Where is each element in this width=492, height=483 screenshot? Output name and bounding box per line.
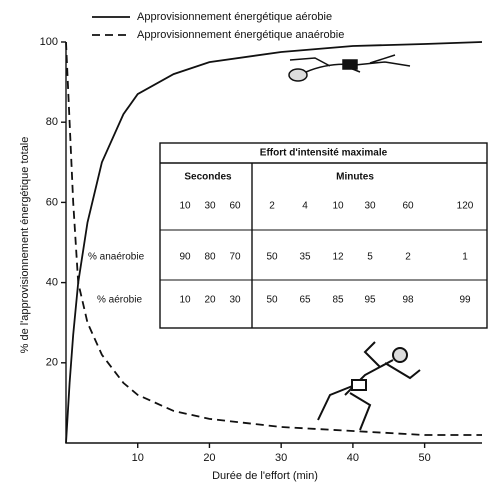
table-cell: 30	[229, 295, 241, 306]
x-tick-label: 50	[418, 452, 430, 464]
table-time: 10	[179, 201, 191, 212]
table-time: 60	[402, 201, 414, 212]
table-title: Effort d'intensité maximale	[260, 148, 388, 159]
table-cell: 50	[266, 252, 278, 263]
x-tick-label: 40	[347, 452, 359, 464]
x-tick-label: 20	[203, 452, 215, 464]
table-cell: 80	[204, 252, 216, 263]
table-time: 30	[204, 201, 216, 212]
y-tick-label: 40	[46, 277, 58, 289]
table-cell: 10	[179, 295, 191, 306]
table-group: Secondes	[184, 172, 232, 183]
y-tick-label: 100	[40, 36, 58, 48]
table-cell: 1	[462, 252, 468, 263]
table-cell: 65	[299, 295, 311, 306]
table-cell: 95	[364, 295, 376, 306]
legend-label: Approvisionnement énergétique aérobie	[137, 11, 332, 23]
swimmer-illustration	[289, 55, 410, 81]
table-time: 120	[457, 201, 474, 212]
x-tick-label: 30	[275, 452, 287, 464]
table-group: Minutes	[336, 172, 374, 183]
table-cell: 12	[332, 252, 344, 263]
x-tick-label: 10	[132, 452, 144, 464]
y-tick-label: 60	[46, 196, 58, 208]
table-cell: 20	[204, 295, 216, 306]
table-time: 2	[269, 201, 275, 212]
table-row-label: % anaérobie	[88, 252, 145, 263]
table-time: 60	[229, 201, 241, 212]
legend-label: Approvisionnement énergétique anaérobie	[137, 29, 344, 41]
table-cell: 98	[402, 295, 414, 306]
table-cell: 2	[405, 252, 411, 263]
table-cell: 90	[179, 252, 191, 263]
table-cell: 35	[299, 252, 311, 263]
table-time: 30	[364, 201, 376, 212]
table-cell: 85	[332, 295, 344, 306]
x-axis-label: Durée de l'effort (min)	[212, 470, 318, 482]
y-tick-label: 20	[46, 357, 58, 369]
table-cell: 50	[266, 295, 278, 306]
table-cell: 5	[367, 252, 373, 263]
table-cell: 70	[229, 252, 241, 263]
y-axis-label: % de l'approvisionnement énergétique tot…	[19, 137, 31, 354]
runner-illustration	[318, 342, 420, 430]
chart: % de l'approvisionnement énergétique tot…	[0, 0, 492, 483]
table-time: 4	[302, 201, 308, 212]
table-time: 10	[332, 201, 344, 212]
y-tick-label: 80	[46, 116, 58, 128]
table-row-label: % aérobie	[97, 295, 142, 306]
table-cell: 99	[459, 295, 471, 306]
